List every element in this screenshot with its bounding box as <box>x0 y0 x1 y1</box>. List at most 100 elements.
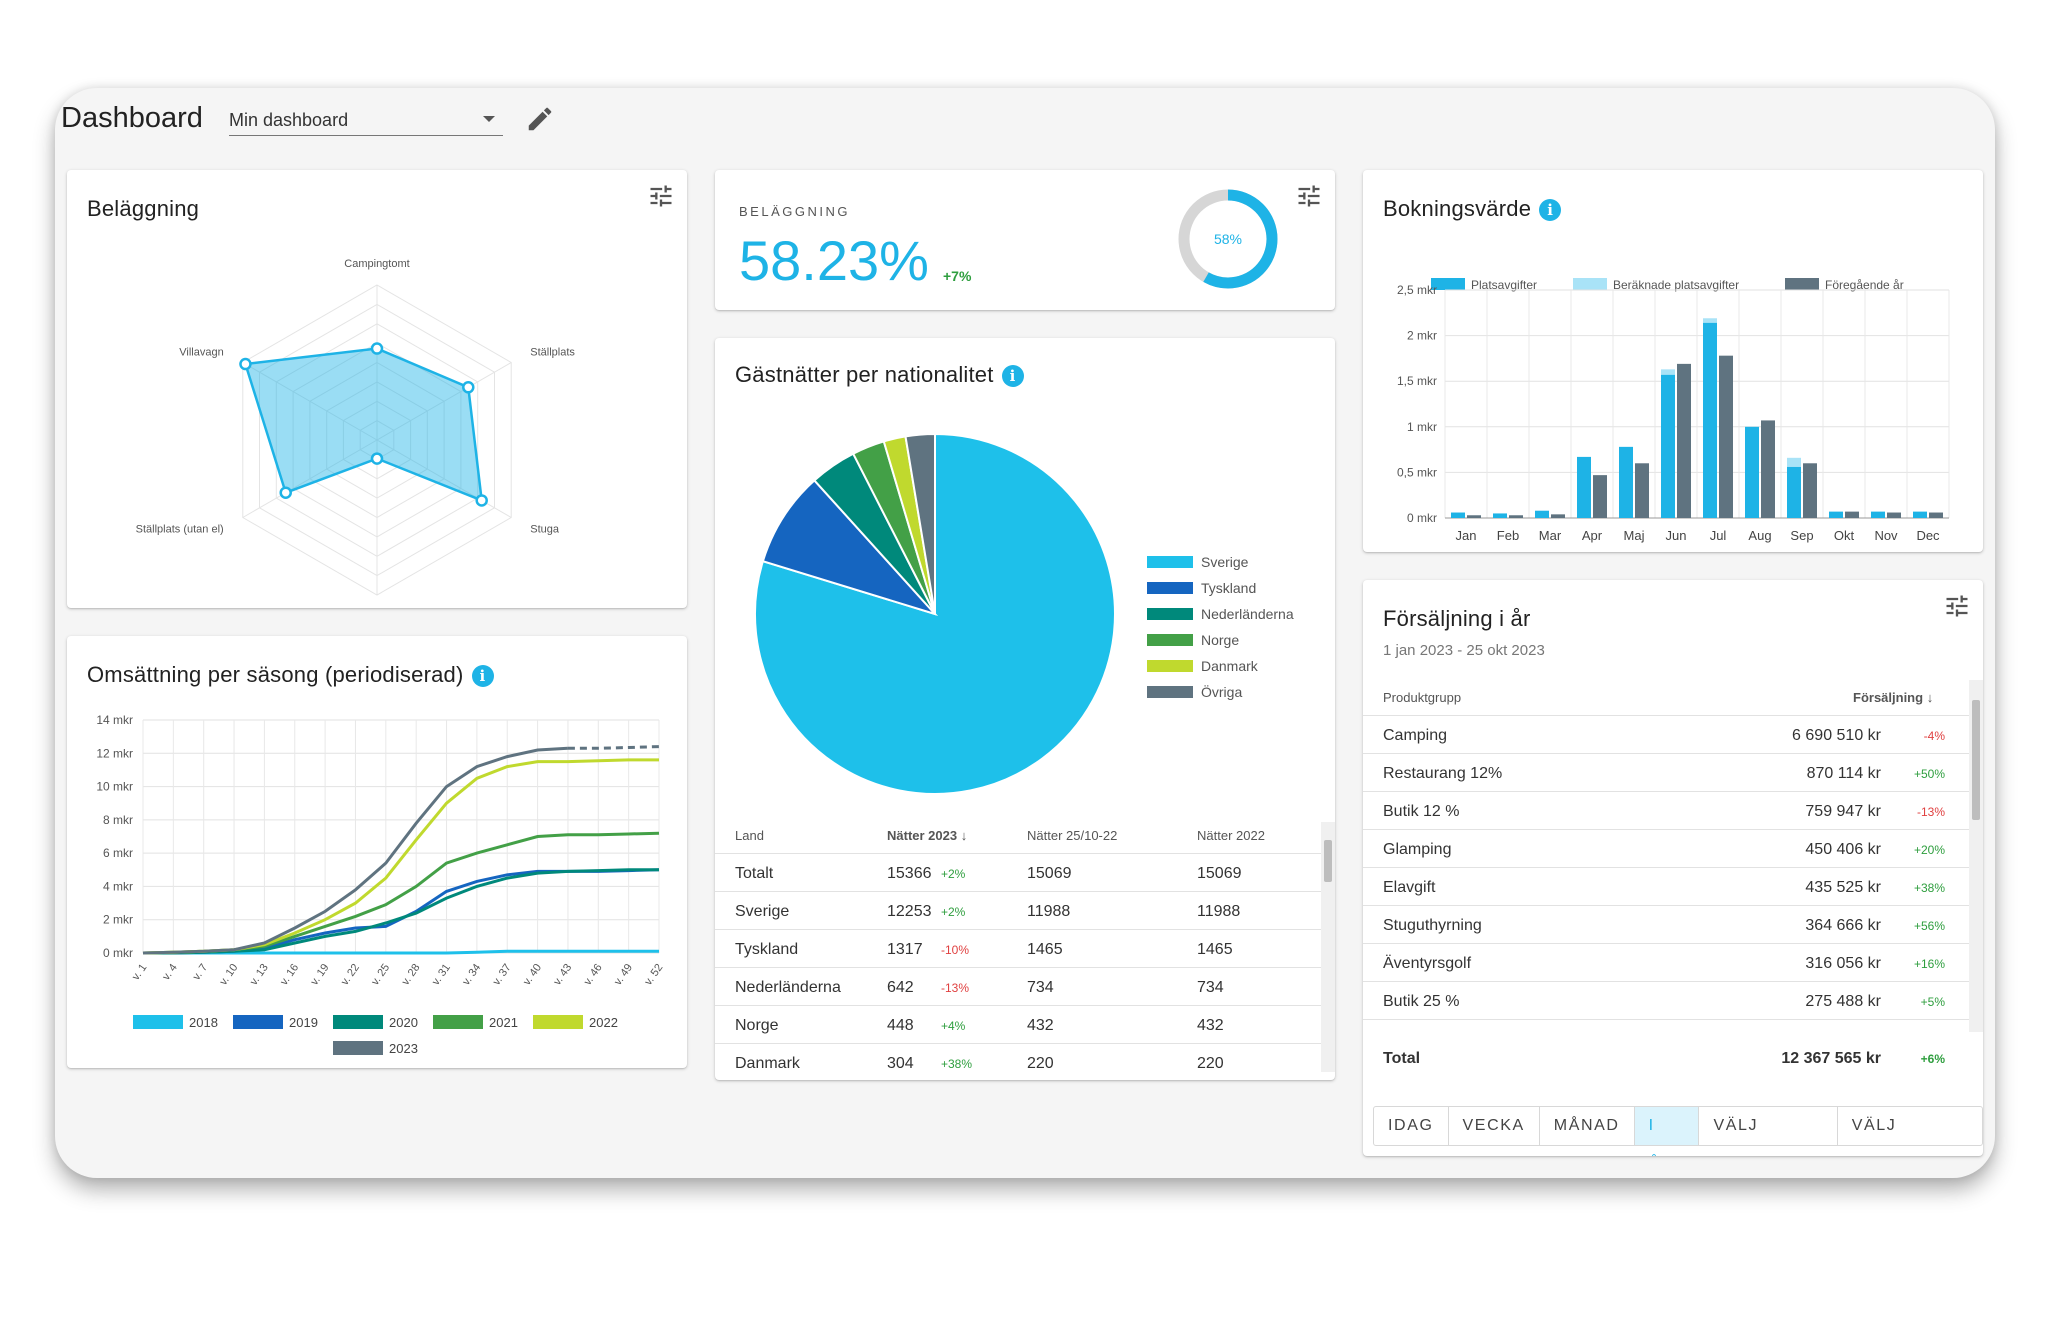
series-line <box>143 949 659 955</box>
legend-label: Danmark <box>1201 658 1259 674</box>
x-tick-label: v. 16 <box>278 962 301 988</box>
cell-land: Danmark <box>735 1055 800 1072</box>
table-row[interactable]: Camping 6 690 510 kr -4% <box>1363 716 1983 754</box>
table-row[interactable]: Totalt 15366 +2% 15069 15069 <box>715 854 1335 892</box>
cell-nights-2023: 448 <box>887 1017 914 1034</box>
booking-value-title-text: Bokningsvärde <box>1383 196 1532 221</box>
bar-estimated <box>1703 318 1717 323</box>
legend-swatch <box>1147 634 1193 646</box>
radar-point <box>370 342 384 355</box>
info-icon[interactable]: i <box>471 665 494 688</box>
radar-point <box>475 494 488 507</box>
x-tick-label: v. 31 <box>430 962 453 988</box>
revenue-season-title: Omsättning per säsong (periodiserad) i <box>87 662 494 688</box>
legend-label: 2023 <box>389 1041 418 1056</box>
table-row[interactable]: Nederländerna 642 -13% 734 734 <box>715 968 1335 1006</box>
period-button-0[interactable]: IDAG <box>1374 1107 1449 1145</box>
period-button-4[interactable]: VÄLJ DATUM <box>1699 1107 1838 1156</box>
revenue-season-card: Omsättning per säsong (periodiserad) i 0 … <box>67 636 687 1068</box>
series-line <box>142 746 568 955</box>
radar-axis-label: Campingtomt <box>344 258 409 270</box>
scrollbar-thumb[interactable] <box>1324 840 1332 882</box>
cell-sales: 870 114 kr <box>1806 765 1881 782</box>
radar-axis-label: Ställplats <box>530 347 575 359</box>
scrollbar[interactable] <box>1969 680 1983 1032</box>
pie-slice <box>904 432 936 615</box>
settings-button[interactable] <box>1295 182 1323 210</box>
col-nights-2022[interactable]: Nätter 2022 <box>1197 828 1265 843</box>
bar-platsavgifter <box>1871 511 1885 518</box>
y-tick-label: 1,5 mkr <box>1397 374 1437 388</box>
tune-icon <box>650 185 672 207</box>
radar-spoke <box>242 439 378 518</box>
nationality-title-text: Gästnätter per nationalitet <box>735 362 994 387</box>
edit-dashboard-button[interactable] <box>525 104 555 134</box>
col-nights-2023[interactable]: Nätter 2023 ↓ <box>887 828 967 843</box>
settings-button[interactable] <box>1943 592 1971 620</box>
cell-product-group: Butik 25 % <box>1383 993 1460 1010</box>
table-row[interactable]: Elavgift 435 525 kr +38% <box>1363 868 1983 906</box>
table-row[interactable]: Butik 12 % 759 947 kr -13% <box>1363 792 1983 830</box>
bar-platsavgifter <box>1577 456 1591 518</box>
table-row[interactable]: Glamping 450 406 kr +20% <box>1363 830 1983 868</box>
table-row[interactable]: Norge 448 +4% 432 432 <box>715 1006 1335 1044</box>
bar-platsavgifter <box>1745 426 1759 518</box>
arrow-down-icon: ↓ <box>1926 690 1934 705</box>
bar-foregaende-ar <box>1593 475 1607 518</box>
table-row[interactable]: Sverige 12253 +2% 11988 11988 <box>715 892 1335 930</box>
cell-product-group: Elavgift <box>1383 879 1436 896</box>
legend-swatch <box>1147 660 1193 672</box>
period-button-2[interactable]: MÅNAD <box>1540 1107 1635 1145</box>
legend-swatch <box>1573 278 1607 290</box>
cell-change: +50% <box>1913 767 1945 781</box>
y-tick-label: 0 mkr <box>103 946 133 960</box>
dashboard-select[interactable]: Min dashboard <box>229 104 503 136</box>
col-nights-2510[interactable]: Nätter 25/10-22 <box>1027 828 1118 843</box>
cell-nights-2022: 11988 <box>1197 903 1241 920</box>
radar-axis-label: Ställplats (utan el) <box>136 524 224 536</box>
cell-sales: 316 056 kr <box>1805 955 1881 972</box>
table-row[interactable]: Butik 25 % 275 488 kr +5% <box>1363 982 1983 1020</box>
scrollbar-thumb[interactable] <box>1972 700 1980 820</box>
cell-nights-2023: 15366 <box>887 865 932 882</box>
period-button-1[interactable]: VECKA <box>1449 1107 1540 1145</box>
pencil-icon <box>528 107 552 131</box>
radar-area <box>243 347 484 503</box>
col-product-group[interactable]: Produktgrupp <box>1383 690 1462 705</box>
table-row[interactable]: Restaurang 12% 870 114 kr +50% <box>1363 754 1983 792</box>
info-icon[interactable]: i <box>1539 199 1562 222</box>
sales-card: Försäljning i år 1 jan 2023 - 25 okt 202… <box>1363 580 1983 1156</box>
col-land[interactable]: Land <box>735 828 764 843</box>
legend-label: Föregående år <box>1825 278 1904 292</box>
scrollbar[interactable] <box>1321 822 1335 1072</box>
bar-foregaende-ar <box>1467 515 1481 518</box>
period-button-3[interactable]: I ÅR <box>1634 1107 1700 1156</box>
settings-button[interactable] <box>647 182 675 210</box>
cell-nights-2023: 1317 <box>887 941 923 958</box>
table-row[interactable]: Stuguthyrning 364 666 kr +56% <box>1363 906 1983 944</box>
cell-sales: 275 488 kr <box>1805 993 1881 1010</box>
legend-swatch <box>1147 686 1193 698</box>
legend-swatch <box>1147 556 1193 568</box>
table-row[interactable]: Danmark 304 +38% 220 220 <box>715 1044 1335 1080</box>
legend-swatch <box>333 1015 383 1029</box>
occupancy-radar-card: Beläggning CampingtomtStällplatsStugaTäl… <box>67 170 687 608</box>
revenue-line-chart: 0 mkr 2 mkr 4 mkr 6 mkr 8 mkr 10 mkr 12 mkr 14 … <box>96 713 665 1056</box>
cell-nights-2510: 734 <box>1027 979 1054 996</box>
x-tick-label: Nov <box>1874 528 1898 543</box>
legend-label: 2019 <box>289 1015 318 1030</box>
table-row[interactable]: Äventyrsgolf 316 056 kr +16% <box>1363 944 1983 982</box>
cell-change: +4% <box>941 1019 966 1033</box>
col-sales[interactable]: Försäljning ↓ <box>1853 690 1933 705</box>
bar-platsavgifter <box>1703 322 1717 518</box>
bar-platsavgifter <box>1451 512 1465 518</box>
info-icon[interactable]: i <box>1001 365 1024 388</box>
page-title: Dashboard <box>61 102 203 134</box>
x-tick-label: v. 46 <box>582 962 605 988</box>
period-button-5[interactable]: VÄLJ PERIOD <box>1851 1117 1921 1156</box>
y-tick-label: 0 mkr <box>1407 511 1437 525</box>
table-row[interactable]: Tyskland 1317 -10% 1465 1465 <box>715 930 1335 968</box>
radar-axis-label: Stuga <box>530 524 560 536</box>
bar-estimated <box>1661 369 1675 375</box>
cell-product-group: Glamping <box>1383 841 1452 858</box>
